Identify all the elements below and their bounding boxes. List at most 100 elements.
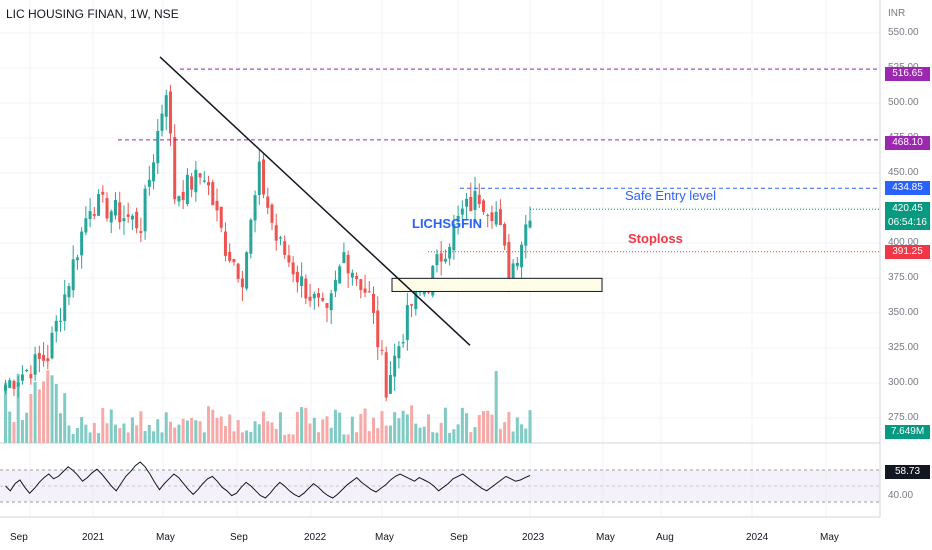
candle-body: [46, 358, 50, 362]
volume-bar: [164, 412, 168, 443]
volume-bar: [321, 419, 325, 443]
volume-bar: [295, 412, 299, 443]
candle-body: [359, 279, 363, 291]
volume-bar: [109, 409, 113, 443]
safe-entry-label[interactable]: Safe Entry level: [625, 188, 717, 203]
volume-bar: [494, 370, 498, 443]
candle-body: [113, 200, 117, 216]
volume-bar: [304, 407, 308, 443]
candle-body: [376, 310, 380, 348]
candle-body: [291, 262, 295, 275]
volume-bar: [278, 412, 282, 443]
candle-body: [245, 252, 249, 289]
volume-bar: [486, 410, 490, 443]
candle-body: [185, 174, 189, 205]
volume-bar: [363, 408, 367, 443]
candle-body: [126, 214, 130, 217]
volume-bar: [435, 432, 439, 443]
volume-bar: [515, 417, 519, 443]
volume-bar: [431, 432, 435, 443]
volume-bar: [33, 381, 37, 443]
candle-body: [325, 303, 329, 308]
candle-body: [215, 200, 219, 211]
candle-body: [118, 202, 122, 223]
volume-bar: [469, 432, 473, 443]
candle-body: [520, 244, 524, 268]
price-axis-label: 500.00: [888, 97, 919, 108]
candle-body: [473, 191, 477, 210]
candle-body: [401, 342, 405, 344]
volume-bar: [443, 407, 447, 443]
candle-body: [164, 95, 168, 117]
time-axis-label: May: [375, 532, 394, 543]
volume-bar: [262, 411, 266, 443]
trendline[interactable]: [159, 56, 471, 346]
volume-bar: [67, 425, 71, 443]
volume-bar: [291, 434, 295, 443]
candle-body: [181, 191, 185, 201]
candle-body: [97, 194, 101, 216]
candle-body: [202, 180, 206, 182]
volume-bar: [418, 427, 422, 443]
volume-bar: [503, 422, 507, 443]
time-axis-label: May: [596, 532, 615, 543]
candle-body: [388, 374, 392, 394]
candle-body: [498, 209, 502, 226]
candle-body: [312, 293, 316, 299]
volume-bar: [42, 381, 46, 443]
candle-body: [105, 198, 109, 219]
symbol-annotation[interactable]: LICHSGFIN: [412, 216, 483, 231]
candle-body: [160, 113, 164, 131]
volume-bar: [448, 433, 452, 443]
candle-body: [507, 242, 511, 285]
candle-body: [515, 262, 519, 267]
candle-body: [262, 159, 266, 195]
volume-bar: [465, 413, 469, 443]
price-pane[interactable]: [0, 0, 880, 443]
volume-bar: [397, 418, 401, 443]
volume-bar: [135, 425, 139, 443]
candle-body: [249, 219, 253, 254]
volume-bar: [228, 414, 232, 443]
volume-bar: [300, 407, 304, 443]
volume-bar: [490, 414, 494, 443]
candle-body: [253, 195, 257, 221]
candle-body: [304, 278, 308, 299]
volume-bar: [194, 420, 198, 443]
volume-bar: [12, 422, 16, 443]
price-axis-label: 400.00: [888, 237, 919, 248]
volume-bar: [190, 417, 194, 443]
price-axis-label: 325.00: [888, 342, 919, 353]
candle-body: [283, 241, 287, 255]
volume-bar: [75, 428, 79, 443]
bar-countdown: 06:54:16: [888, 217, 927, 228]
price-axis-label: 375.00: [888, 272, 919, 283]
candle-body: [338, 266, 342, 284]
volume-bar: [160, 432, 164, 443]
time-axis-label: May: [820, 532, 839, 543]
candle-body: [494, 211, 498, 225]
candle-body: [270, 204, 274, 223]
volume-bar: [359, 413, 363, 443]
volume-bar: [384, 425, 388, 443]
volume-bar: [16, 373, 20, 443]
candle-body: [414, 289, 418, 310]
time-axis-label: Aug: [656, 532, 674, 543]
candle-body: [452, 224, 456, 251]
volume-bar: [350, 416, 354, 443]
support-zone-box[interactable]: [391, 277, 603, 292]
candle-body: [190, 176, 194, 190]
stoploss-label[interactable]: Stoploss: [628, 231, 683, 246]
candle-body: [317, 293, 321, 298]
candle-body: [80, 231, 84, 256]
candle-body: [71, 259, 75, 291]
volume-bar: [126, 432, 130, 443]
volume-bar: [355, 432, 359, 443]
candle-body: [240, 278, 244, 288]
volume-bar: [143, 431, 147, 443]
candle-body: [139, 231, 143, 234]
volume-bar: [147, 424, 151, 443]
candle-body: [346, 254, 350, 274]
candle-body: [84, 218, 88, 233]
